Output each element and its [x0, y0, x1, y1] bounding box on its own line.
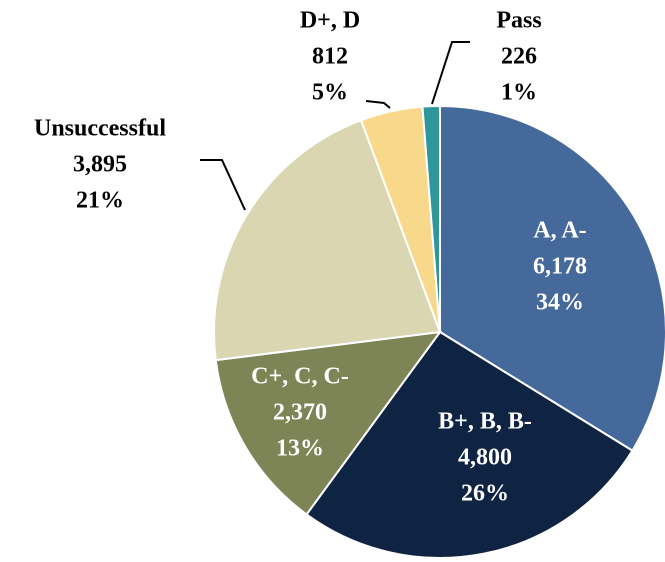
slice-percent-label: 26%: [461, 481, 509, 507]
slice-value-label: 812: [312, 44, 348, 70]
labels: A, A- 6,178 34% B+, B, B- 4,800 26% C+, C, C- 2…: [34, 8, 587, 507]
pie: [213, 104, 665, 559]
pie-slice: [213, 118, 442, 362]
slice-percent-label: 34%: [536, 290, 584, 316]
slice-value-label: 3,895: [73, 152, 127, 178]
slice-category-label: B+, B, B-: [438, 409, 532, 435]
slice-category-label: Pass: [496, 8, 541, 34]
slice-percent-label: 13%: [276, 436, 324, 462]
pie-slice: [421, 104, 441, 333]
slice-category-label: Unsuccessful: [34, 116, 166, 142]
slice-percent-label: 1%: [501, 80, 537, 106]
slice-percent-label: 5%: [312, 80, 348, 106]
pie-slice: [439, 104, 665, 453]
leader-line: [431, 41, 470, 105]
slice-percent-label: 21%: [76, 188, 124, 214]
pie-slice: [305, 330, 634, 559]
slice-value-label: 226: [501, 44, 537, 70]
slice-category-label: C+, C, C-: [251, 364, 349, 390]
slice-category-label: A, A-: [533, 218, 586, 244]
slice-value-label: 4,800: [458, 445, 512, 471]
slice-value-label: 6,178: [533, 254, 587, 280]
slice-value-label: 2,370: [273, 400, 327, 426]
slice-category-label: D+, D: [300, 8, 360, 34]
pie-slice: [214, 330, 443, 516]
leader-line: [200, 159, 246, 211]
leader-line: [365, 100, 391, 109]
